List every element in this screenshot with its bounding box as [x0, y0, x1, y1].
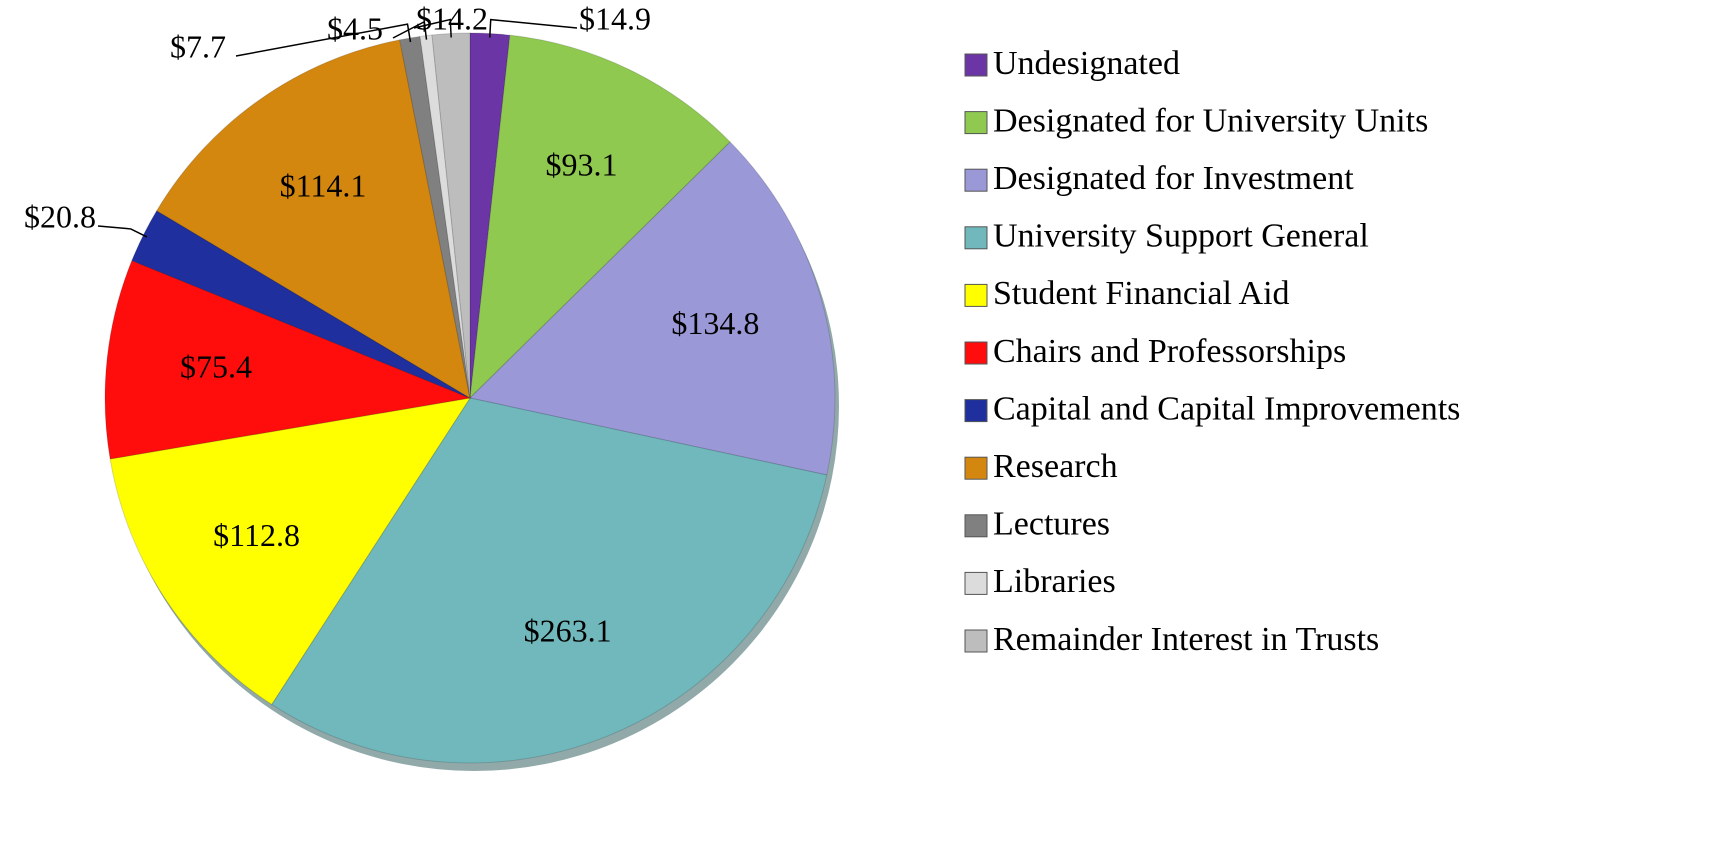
legend-swatch	[964, 53, 988, 77]
pie-slice	[156, 39, 471, 400]
pie-slice	[270, 397, 828, 764]
legend-swatch	[964, 514, 988, 538]
data-label: $114.1	[280, 167, 367, 203]
legend-label: University Support General	[993, 218, 1369, 255]
legend-label: Chairs and Professorships	[993, 333, 1346, 370]
pie-slice	[109, 397, 472, 706]
legend-label: Designated for University Units	[993, 102, 1428, 139]
leader-line	[488, 18, 578, 38]
data-label: $112.8	[213, 517, 300, 553]
data-label: $4.5	[327, 10, 383, 46]
legend-swatch	[964, 226, 988, 250]
data-label: $75.4	[180, 349, 252, 385]
legend-label: Research	[993, 448, 1118, 485]
legend-label: Remainder Interest in Trusts	[993, 621, 1379, 658]
legend-swatch	[964, 111, 988, 135]
legend-label: Lectures	[993, 506, 1110, 543]
data-label: $14.2	[416, 0, 488, 36]
legend-swatch	[964, 283, 988, 307]
legend-label: Designated for Investment	[993, 160, 1354, 197]
data-label: $134.8	[671, 305, 759, 341]
pie-slice	[469, 34, 731, 400]
legend-swatch	[964, 399, 988, 423]
pie-slice	[104, 259, 472, 460]
legend-label: Undesignated	[993, 45, 1180, 82]
leader-line	[235, 23, 412, 57]
legend-swatch	[964, 571, 988, 595]
legend-label: Capital and Capital Improvements	[993, 390, 1460, 427]
legend-swatch	[964, 168, 988, 192]
legend-label: Libraries	[993, 563, 1116, 600]
pie: $14.9 $93.1 $134.8 $263.1 $112.8 $75.4 $20.8 $1…	[24, 0, 839, 771]
leader-line	[97, 225, 148, 238]
pie-slice	[468, 141, 836, 476]
data-label: $93.1	[545, 146, 617, 182]
legend-swatch	[964, 341, 988, 365]
legend-swatch	[964, 629, 988, 653]
legend: Undesignated Designated for University Un…	[964, 45, 1460, 658]
data-label: $20.8	[24, 198, 96, 234]
data-label: $14.9	[579, 0, 651, 36]
legend-label: Student Financial Aid	[993, 275, 1290, 312]
leader-line	[392, 20, 428, 40]
leader-line	[413, 18, 452, 38]
data-label: $7.7	[170, 28, 226, 64]
data-label: $263.1	[524, 612, 612, 648]
legend-swatch	[964, 456, 988, 480]
